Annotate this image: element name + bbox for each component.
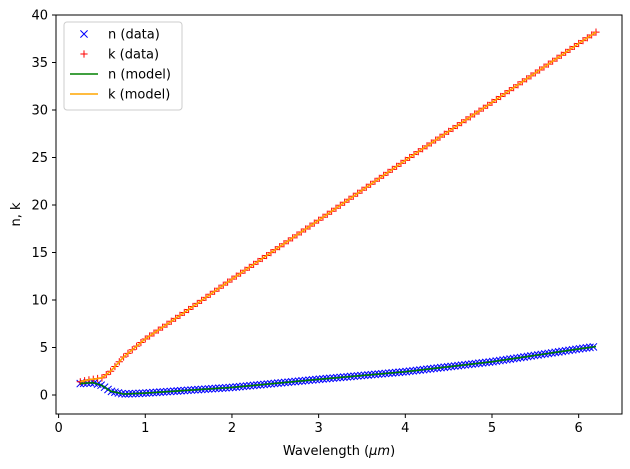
legend-x-marker	[80, 30, 88, 38]
x-tick-label: 6	[575, 421, 583, 436]
y-tick-label: 35	[31, 56, 48, 71]
x-tick-label: 1	[141, 421, 149, 436]
x-tick-label: 4	[401, 421, 409, 436]
x-axis-label-unit: μm	[368, 444, 390, 459]
y-tick-label: 15	[31, 246, 48, 261]
y-tick-label: 40	[31, 9, 48, 24]
series-line-k-model-	[80, 31, 597, 383]
series-line-n-model-	[80, 345, 597, 395]
y-tick-label: 5	[40, 341, 48, 356]
series-layer	[76, 28, 600, 398]
legend-box	[63, 21, 183, 111]
plot-frame	[55, 14, 623, 415]
x-tick-label: 5	[488, 421, 496, 436]
y-tick-label: 10	[31, 294, 48, 309]
y-tick-label: 0	[40, 389, 48, 404]
x-tick-label: 3	[314, 421, 322, 436]
y-tick-label: 25	[31, 151, 48, 166]
x-axis-label-text: Wavelength (	[283, 444, 369, 459]
x-tick-label: 2	[228, 421, 236, 436]
x-axis-label: Wavelength (μm)	[283, 444, 395, 459]
legend-label: n (model)	[108, 68, 171, 83]
ticks-layer: 0 1 2 3 4 5 6 0 5 10 15 20 25 30 35 40	[31, 9, 582, 437]
legend-plus-marker	[80, 50, 88, 58]
x-axis-label-close: )	[390, 444, 395, 459]
y-tick-label: 20	[31, 199, 48, 214]
legend-label: k (model)	[108, 88, 170, 103]
legend-label: k (data)	[108, 48, 159, 63]
x-tick-label: 0	[54, 421, 62, 436]
y-tick-label: 30	[31, 104, 48, 119]
y-axis-label: n, k	[9, 202, 24, 227]
legend: n (data) k (data) n (model) k (model)	[63, 21, 183, 111]
legend-label: n (data)	[108, 28, 160, 43]
